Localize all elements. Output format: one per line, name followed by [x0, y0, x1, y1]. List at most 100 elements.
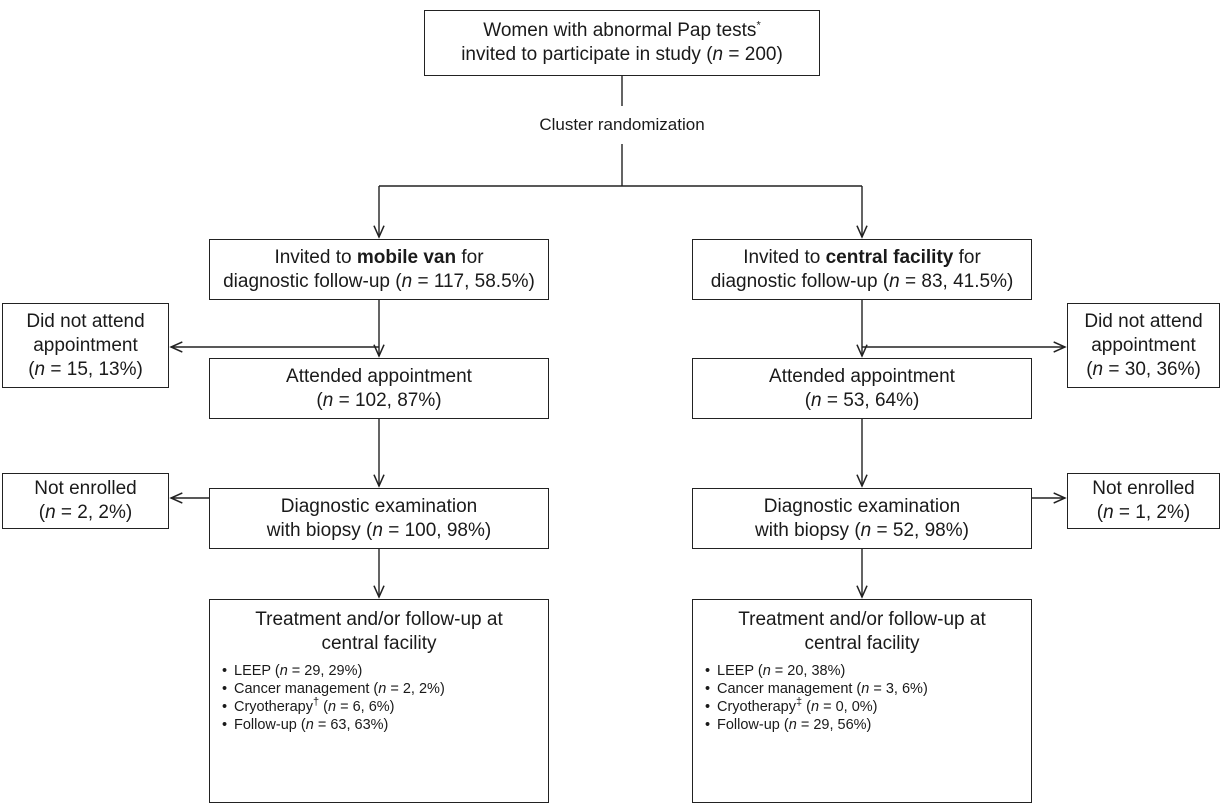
central-invite-bold: central facility [825, 246, 954, 268]
central-exam-box: Diagnostic examination with biopsy (n = … [692, 488, 1032, 549]
treatment-item-label: Cryotherapy [234, 699, 313, 715]
n-symbol: n [889, 270, 900, 292]
central-not-enrolled-val: = 1, 2%) [1113, 502, 1191, 523]
central-dna-line1: Did not attend [1084, 310, 1203, 332]
n-symbol: n [811, 389, 822, 411]
treatment-item-label: Follow-up ( [234, 717, 306, 733]
n-symbol: n [378, 681, 387, 697]
footnote-mark: † [312, 696, 320, 709]
van-not-enrolled-box: Not enrolled (n = 2, 2%) [2, 473, 169, 529]
central-facility-invite-box: Invited to central facility for diagnost… [692, 239, 1032, 300]
van-treat-line1: Treatment and/or follow-up at [255, 609, 503, 630]
van-exam-val: = 100, 98%) [382, 519, 492, 541]
central-not-enrolled-title: Not enrolled [1092, 478, 1195, 499]
van-invite-bold: mobile van [356, 246, 457, 268]
central-dna-line2: appointment [1091, 334, 1196, 356]
paren: ( [316, 389, 323, 411]
central-followup-pre: diagnostic follow-up ( [710, 270, 890, 292]
van-dna-val: = 15, 13%) [45, 358, 143, 380]
van-not-enrolled-title: Not enrolled [34, 478, 137, 499]
cluster-randomization-label: Cluster randomization [539, 115, 705, 134]
treatment-item-value: = 63, 63%) [313, 717, 389, 733]
treatment-item-label: LEEP ( [234, 663, 280, 679]
central-treatment-box: Treatment and/or follow-up at central fa… [692, 599, 1032, 803]
paren: ( [38, 502, 46, 523]
paren: ( [28, 358, 35, 380]
van-not-enrolled-val: = 2, 2%) [55, 502, 133, 523]
treatment-item-label: Cancer management ( [234, 681, 379, 697]
treatment-item-value: = 29, 29%) [287, 663, 363, 679]
treatment-item: LEEP (n = 20, 38%) [705, 662, 928, 680]
central-attended-val: = 53, 64%) [821, 389, 920, 411]
van-exam-pre: with biopsy ( [266, 519, 373, 541]
central-not-enrolled-box: Not enrolled (n = 1, 2%) [1067, 473, 1220, 529]
treatment-item: Follow-up (n = 29, 56%) [705, 716, 928, 734]
n-symbol: n [45, 502, 56, 523]
study-invitation-box: Women with abnormal Pap tests* invited t… [424, 10, 820, 76]
van-treatment-list: LEEP (n = 29, 29%)Cancer management (n =… [210, 662, 445, 734]
van-followup-val: = 117, 58.5%) [412, 270, 535, 292]
asterisk-mark: * [756, 19, 761, 32]
n-symbol: n [401, 270, 413, 292]
central-did-not-attend-box: Did not attend appointment (n = 30, 36%) [1067, 303, 1220, 388]
central-attended-title: Attended appointment [769, 365, 955, 387]
n-symbol: n [1103, 502, 1114, 523]
treatment-item: Cancer management (n = 2, 2%) [222, 680, 445, 698]
treatment-item-value: = 20, 38%) [770, 663, 846, 679]
treatment-item: Cryotherapy‡ (n = 0, 0%) [705, 696, 928, 716]
central-treatment-list: LEEP (n = 20, 38%)Cancer management (n =… [693, 662, 928, 734]
treatment-item-value: = 0, 0%) [819, 699, 878, 715]
n-symbol: n [322, 389, 334, 411]
treatment-item: Cryotherapy† (n = 6, 6%) [222, 696, 445, 716]
van-treat-line2: central facility [321, 633, 437, 654]
treatment-item-value: = 3, 6%) [869, 681, 928, 697]
treatment-item-label: LEEP ( [717, 663, 763, 679]
n-symbol: n [860, 519, 872, 541]
n-symbol: n [34, 358, 46, 380]
van-exam-line1: Diagnostic examination [280, 495, 478, 517]
central-treat-line2: central facility [804, 633, 920, 654]
n-symbol: n [861, 681, 870, 697]
n-symbol: n [327, 699, 337, 715]
central-treat-line1: Treatment and/or follow-up at [738, 609, 986, 630]
treatment-item: Follow-up (n = 63, 63%) [222, 716, 445, 734]
treatment-item-label: Follow-up ( [717, 717, 789, 733]
van-attended-box: Attended appointment (n = 102, 87%) [209, 358, 549, 419]
van-did-not-attend-box: Did not attend appointment (n = 15, 13%) [2, 303, 169, 388]
van-followup-pre: diagnostic follow-up ( [223, 270, 402, 292]
van-invite-pre: Invited to [274, 246, 357, 268]
n-symbol: n [788, 717, 797, 733]
n-symbol: n [279, 663, 288, 679]
paren: ( [1096, 502, 1104, 523]
n-symbol: n [810, 699, 820, 715]
n-symbol: n [372, 519, 383, 541]
van-attended-title: Attended appointment [286, 365, 472, 387]
van-treatment-box: Treatment and/or follow-up at central fa… [209, 599, 549, 803]
mobile-van-invite-box: Invited to mobile van for diagnostic fol… [209, 239, 549, 300]
top-line2-pre: invited to participate in study ( [461, 44, 713, 65]
van-dna-line2: appointment [33, 334, 138, 356]
paren: ( [802, 699, 811, 715]
van-invite-post: for [456, 246, 484, 268]
central-invite-post: for [953, 246, 981, 268]
paren: ( [1086, 358, 1093, 380]
paren: ( [319, 699, 328, 715]
central-followup-val: = 83, 41.5%) [899, 270, 1014, 292]
n-symbol: n [305, 717, 314, 733]
treatment-item: LEEP (n = 29, 29%) [222, 662, 445, 680]
treatment-item-value: = 29, 56%) [796, 717, 872, 733]
treatment-item: Cancer management (n = 3, 6%) [705, 680, 928, 698]
n-symbol: n [762, 663, 771, 679]
central-attended-box: Attended appointment (n = 53, 64%) [692, 358, 1032, 419]
van-attended-val: = 102, 87%) [333, 389, 442, 411]
van-dna-line1: Did not attend [26, 310, 145, 332]
footnote-mark: ‡ [795, 696, 803, 709]
van-exam-box: Diagnostic examination with biopsy (n = … [209, 488, 549, 549]
central-exam-val: = 52, 98%) [871, 519, 969, 541]
treatment-item-label: Cancer management ( [717, 681, 862, 697]
top-line1: Women with abnormal Pap tests [483, 20, 757, 41]
central-dna-val: = 30, 36%) [1103, 358, 1201, 380]
central-invite-pre: Invited to [743, 246, 826, 268]
paren: ( [804, 389, 812, 411]
